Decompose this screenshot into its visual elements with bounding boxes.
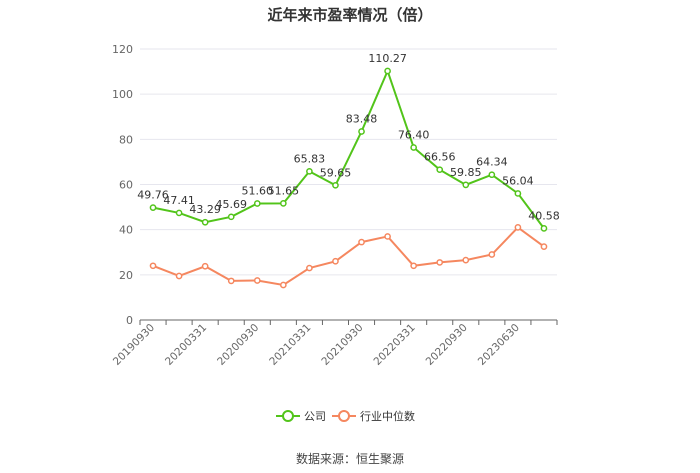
x-tick-label: 20210331: [267, 322, 313, 368]
data-label: 110.27: [368, 52, 407, 65]
data-label: 49.76: [137, 189, 169, 202]
data-label: 64.34: [476, 156, 508, 169]
industry-data-point: [436, 259, 444, 266]
data-label: 65.83: [294, 152, 326, 165]
industry-data-point: [514, 224, 522, 231]
legend-company-label: 公司: [304, 410, 326, 423]
data-label: 83.48: [346, 112, 378, 125]
company-data-point: [332, 181, 339, 189]
data-label: 51.60: [242, 184, 274, 197]
data-label: 56.04: [502, 174, 534, 187]
y-tick-label: 20: [119, 269, 133, 282]
company-data-point: [358, 128, 365, 135]
company-data-point: [279, 200, 287, 207]
industry-data-point: [540, 243, 548, 250]
data-label: 43.29: [189, 203, 221, 216]
y-tick-label: 60: [119, 179, 133, 192]
y-tick-label: 100: [112, 88, 133, 101]
data-label: 59.65: [320, 166, 352, 179]
industry-data-point: [488, 251, 496, 258]
legend-industry-icon: [338, 410, 350, 422]
y-tick-label: 120: [112, 43, 133, 56]
industry-data-point: [279, 281, 287, 289]
x-tick-label: 20220331: [371, 322, 417, 368]
x-tick-label: 20200930: [215, 322, 261, 368]
company-data-point: [462, 181, 470, 189]
industry-data-point: [175, 272, 183, 280]
company-data-point: [514, 190, 522, 197]
x-tick-label: 20190930: [111, 322, 157, 368]
industry-data-point: [384, 233, 391, 240]
y-tick-label: 80: [119, 133, 133, 146]
data-label: 66.56: [424, 151, 456, 164]
company-data-point: [540, 225, 548, 232]
company-data-point: [306, 167, 313, 175]
industry-data-point: [306, 264, 313, 272]
company-data-point: [149, 204, 157, 211]
data-label: 76.40: [398, 128, 430, 141]
industry-data-point: [332, 257, 339, 265]
y-tick-label: 0: [126, 314, 133, 327]
industry-data-point: [201, 262, 209, 270]
company-pe-line: [152, 68, 545, 229]
data-label: 45.69: [215, 198, 247, 211]
company-data-point: [410, 144, 418, 151]
industry-data-point: [227, 277, 235, 285]
x-tick-label: 20230630: [476, 322, 522, 368]
industry-data-point: [410, 262, 418, 270]
industry-data-point: [462, 256, 470, 264]
company-data-point: [436, 166, 444, 174]
y-tick-label: 40: [119, 224, 133, 237]
x-tick-label: 20210930: [319, 322, 365, 368]
x-tick-label: 20220930: [424, 322, 470, 368]
company-data-point: [227, 213, 235, 221]
data-label: 47.41: [163, 194, 195, 207]
legend-company-icon: [282, 410, 294, 422]
company-data-point: [201, 218, 209, 226]
data-label: 59.85: [450, 166, 482, 179]
company-data-point: [384, 67, 391, 75]
data-source: 数据来源：恒生聚源: [295, 452, 404, 466]
chart-title: 近年来市盈率情况（倍）: [267, 6, 433, 24]
data-label: 40.58: [528, 209, 560, 222]
company-data-point: [488, 171, 496, 179]
company-data-point: [253, 200, 261, 207]
industry-median-line: [152, 226, 545, 287]
x-tick-label: 20200331: [163, 322, 209, 368]
industry-data-point: [149, 262, 157, 270]
company-data-point: [175, 209, 183, 217]
industry-data-point: [253, 277, 261, 284]
data-label: 51.65: [268, 184, 300, 197]
legend-industry-label: 行业中位数: [360, 409, 415, 423]
industry-data-point: [358, 238, 365, 246]
